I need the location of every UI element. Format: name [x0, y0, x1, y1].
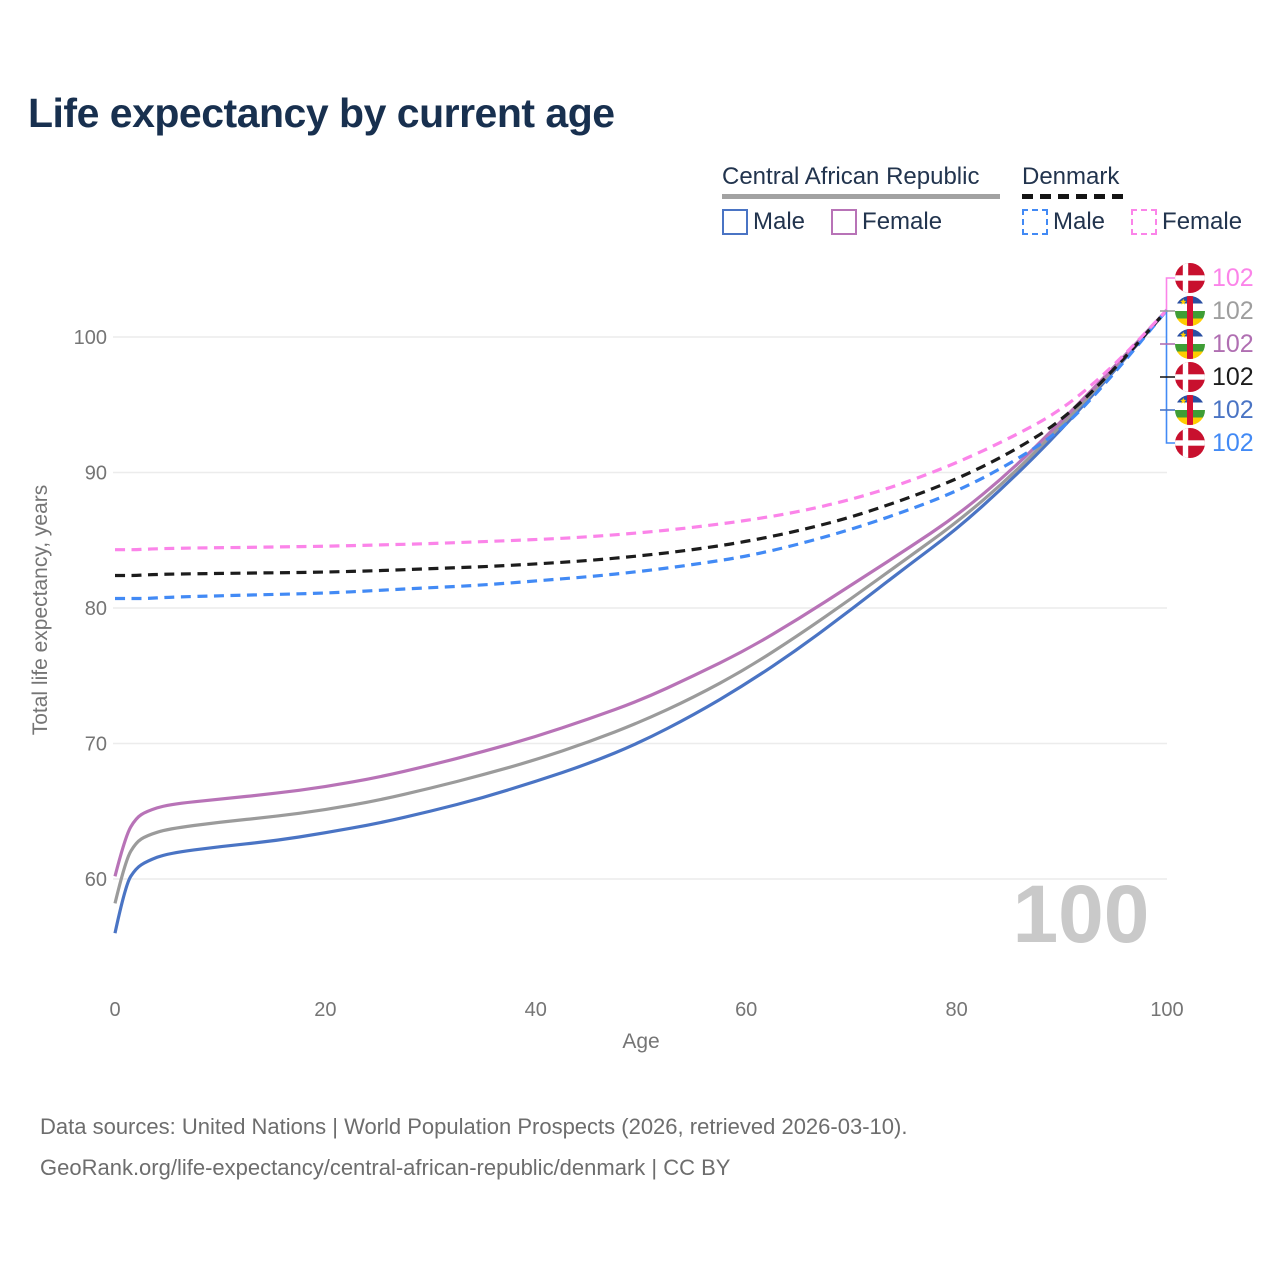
x-tick-label: 20	[314, 999, 336, 1021]
central-african-republic-flag-icon	[1175, 395, 1205, 425]
legend-item-label: Male	[1053, 208, 1106, 235]
series-line-car-average	[113, 308, 1169, 904]
legend-item-label: Female	[862, 208, 943, 235]
legend-group-title: Central African Republic	[722, 163, 980, 190]
end-value-label: 102	[1212, 264, 1254, 292]
x-axis-title: Age	[622, 1030, 659, 1053]
leader-line	[1165, 277, 1175, 310]
series-line-denmark-female	[114, 308, 1169, 552]
legend-item-denmark-male[interactable]: Male	[1022, 208, 1105, 236]
denmark-flag-icon	[1175, 428, 1205, 458]
legend-item-car-female[interactable]: Female	[831, 208, 942, 236]
end-value-label: 102	[1212, 396, 1254, 424]
series-line-car-female	[113, 308, 1169, 877]
legend-item-label: Male	[753, 208, 806, 235]
series-line-denmark-average	[115, 308, 1169, 578]
legend-group-title: Denmark	[1022, 163, 1120, 190]
legend-dashed-line-sample	[1022, 194, 1125, 199]
end-value-label: 102	[1212, 429, 1254, 457]
y-tick-label: 70	[85, 734, 107, 756]
legend-item-car-male[interactable]: Male	[722, 208, 805, 236]
x-tick-label: 40	[525, 999, 547, 1021]
x-tick-label: 100	[1150, 999, 1183, 1021]
legend-group-central-african-republic: Central African Republic Male Female	[722, 163, 1000, 236]
denmark-flag-icon	[1175, 362, 1205, 392]
leader-line	[1165, 309, 1175, 444]
legend-item-denmark-female[interactable]: Female	[1131, 208, 1242, 236]
central-african-republic-flag-icon	[1175, 329, 1205, 359]
denmark-flag-icon	[1175, 263, 1205, 293]
series-line-car-male	[113, 308, 1169, 934]
car-female-swatch-icon	[831, 209, 858, 235]
central-african-republic-flag-icon	[1175, 296, 1205, 326]
legend-group-denmark: Denmark Male Female	[1022, 163, 1252, 236]
data-sources-text: Data sources: United Nations | World Pop…	[40, 1114, 908, 1139]
y-tick-label: 90	[85, 463, 107, 485]
end-value-label: 102	[1212, 363, 1254, 391]
x-tick-label: 0	[109, 999, 120, 1021]
denmark-male-swatch-icon	[1022, 209, 1048, 235]
y-tick-label: 80	[85, 598, 107, 620]
car-male-swatch-icon	[722, 209, 748, 235]
legend-solid-line-sample	[722, 194, 1000, 199]
attribution-text: GeoRank.org/life-expectancy/central-afri…	[40, 1155, 731, 1180]
y-axis-title: Total life expectancy, years	[29, 485, 52, 736]
x-tick-label: 60	[735, 999, 757, 1021]
y-tick-label: 60	[85, 869, 107, 891]
page-title: Life expectancy by current age	[28, 90, 615, 136]
legend-item-label: Female	[1162, 208, 1243, 235]
end-value-label: 102	[1212, 330, 1254, 358]
footer: Data sources: United Nations | World Pop…	[40, 1106, 907, 1188]
y-tick-label: 100	[74, 327, 107, 349]
end-value-label: 102	[1212, 297, 1254, 325]
x-tick-label: 80	[945, 999, 967, 1021]
denmark-female-swatch-icon	[1131, 209, 1158, 235]
series-line-denmark-male	[115, 308, 1169, 601]
age-watermark: 100	[1013, 869, 1150, 960]
